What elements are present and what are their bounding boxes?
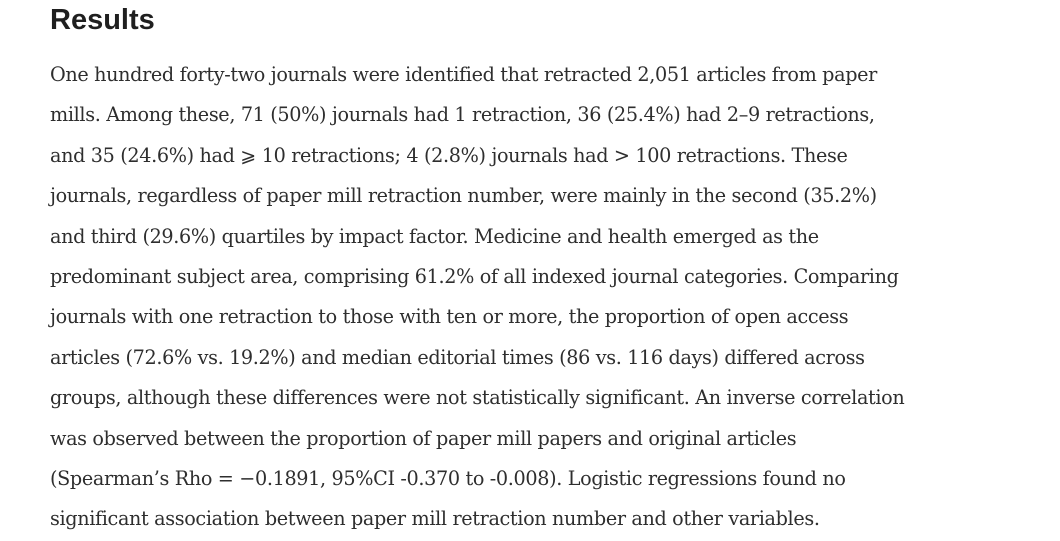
paragraph-line: articles (72.6% vs. 19.2%) and median ed… [50, 345, 865, 369]
paragraph-line: predominant subject area, comprising 61.… [50, 265, 899, 289]
paragraph-line: journals with one retraction to those wi… [50, 305, 849, 329]
section-heading: Results [50, 4, 155, 36]
paragraph-line: groups, although these differences were … [50, 386, 905, 410]
paragraph-line: journals, regardless of paper mill retra… [50, 184, 877, 208]
paragraph-line: was observed between the proportion of p… [50, 426, 797, 450]
paragraph-line: mills. Among these, 71 (50%) journals ha… [50, 103, 875, 127]
paragraph-line: and third (29.6%) quartiles by impact fa… [50, 224, 819, 248]
results-paragraph: One hundred forty-two journals were iden… [50, 55, 905, 540]
paragraph-line: (Spearman’s Rho = −0.1891, 95%CI -0.370 … [50, 467, 846, 491]
paragraph-line: significant association between paper mi… [50, 507, 820, 531]
paragraph-line: and 35 (24.6%) had ⩾ 10 retractions; 4 (… [50, 143, 848, 167]
paragraph-line: One hundred forty-two journals were iden… [50, 63, 877, 86]
